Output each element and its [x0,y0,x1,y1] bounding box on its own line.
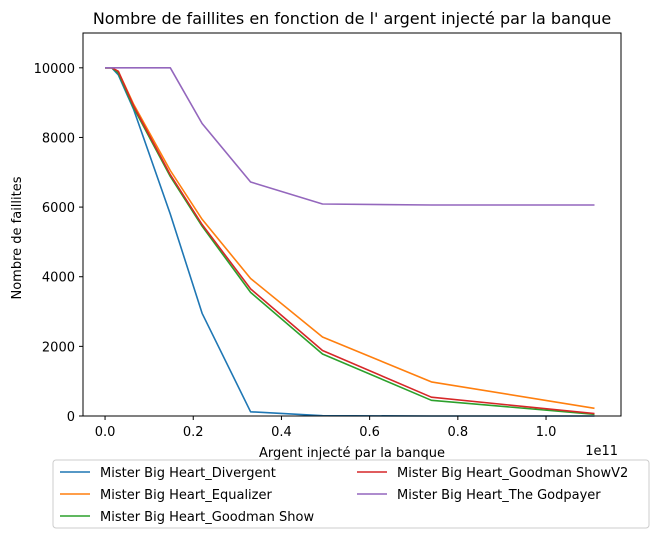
x-axis-label: Argent injecté par la banque [259,446,445,461]
x-tick-label: 0.2 [183,425,204,440]
x-tick-label: 0.8 [447,425,468,440]
legend-label: Mister Big Heart_Equalizer [100,488,272,503]
plot-lines [105,67,595,417]
y-axis-label: Nombre de faillites [10,176,25,299]
y-tick-label: 10000 [34,62,75,77]
x-tick-label: 0.4 [271,425,292,440]
legend-label: Mister Big Heart_Goodman Show [100,510,314,525]
legend-label: Mister Big Heart_Goodman ShowV2 [397,466,628,481]
y-tick-label: 8000 [42,131,75,146]
x-axis-ticks: 0.0 0.2 0.4 0.6 0.8 1.0 [95,416,557,440]
legend-label: Mister Big Heart_Divergent [100,466,276,481]
legend-frame [52,459,650,529]
x-tick-label: 0.0 [95,425,116,440]
x-tick-label: 1.0 [536,425,557,440]
series-line-1 [105,67,595,417]
series-line-5 [105,67,595,206]
chart-title: Nombre de faillites en fonction de l' ar… [93,9,611,28]
y-tick-label: 0 [67,410,75,425]
legend: Mister Big Heart_Divergent Mister Big Hea… [52,459,650,529]
series-line-4 [105,67,595,415]
x-axis-offset-label: 1e11 [585,444,618,459]
y-tick-label: 6000 [42,201,75,216]
x-tick-label: 0.6 [359,425,380,440]
y-axis-ticks: 0 2000 4000 6000 8000 10000 [34,62,83,425]
legend-label: Mister Big Heart_The Godpayer [397,488,601,503]
plot-frame [82,32,622,417]
y-tick-label: 4000 [42,271,75,286]
y-tick-label: 2000 [42,340,75,355]
